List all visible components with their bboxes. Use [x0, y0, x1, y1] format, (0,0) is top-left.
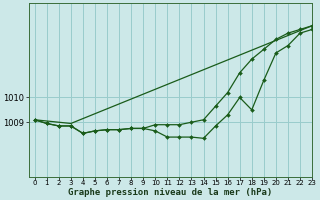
X-axis label: Graphe pression niveau de la mer (hPa): Graphe pression niveau de la mer (hPa)	[68, 188, 273, 197]
